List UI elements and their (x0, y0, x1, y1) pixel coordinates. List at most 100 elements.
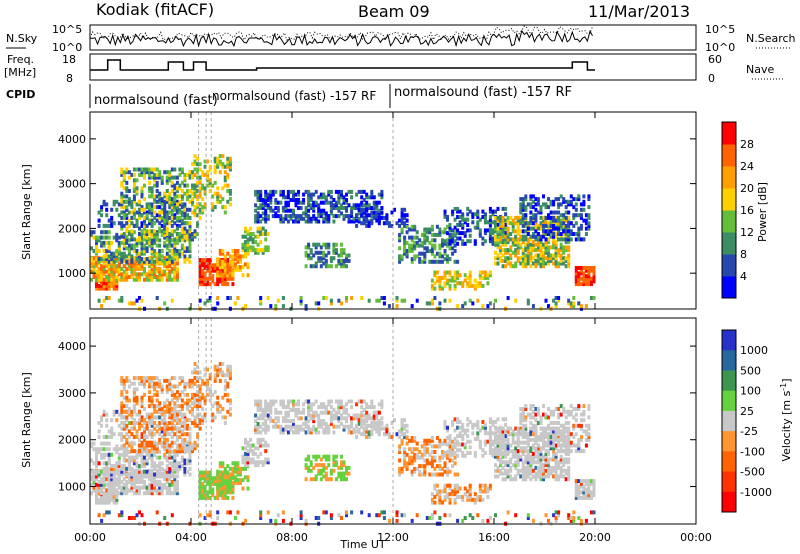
velocity-cell (312, 424, 316, 429)
power-cell (120, 240, 124, 245)
velocity-cell (385, 432, 389, 437)
velocity-cell (150, 395, 154, 400)
velocity-cell (168, 378, 172, 383)
velocity-cell (125, 485, 129, 490)
power-cell (269, 198, 273, 202)
power-cell (208, 276, 212, 281)
velocity-cell (213, 390, 217, 395)
power-cell (408, 227, 412, 232)
power-cell (100, 269, 104, 274)
velocity-cell (170, 435, 174, 439)
velocity-cell (332, 454, 336, 459)
power-cell (102, 283, 106, 288)
power-cell (165, 277, 169, 282)
velocity-cell (196, 415, 200, 420)
power-cell (239, 259, 242, 264)
power-cell (529, 205, 533, 210)
power-cell (158, 229, 162, 234)
velocity-cell (165, 491, 169, 496)
power-cell (178, 232, 182, 236)
power-cell (153, 197, 157, 202)
velocity-cell (145, 447, 149, 452)
power-cell (160, 223, 164, 228)
power-cell (418, 251, 422, 256)
power-cell (170, 238, 174, 243)
velocity-cell (239, 466, 242, 471)
velocity-cell (102, 441, 106, 446)
power-cell (314, 245, 318, 250)
power-cell (542, 215, 545, 220)
velocity-cell (269, 405, 273, 410)
power-cell (531, 242, 535, 247)
velocity-cell (324, 424, 328, 429)
power-cell (549, 256, 553, 261)
power-cell (468, 228, 472, 233)
velocity-cell (183, 446, 187, 451)
power-cell (524, 258, 528, 263)
velocity-cell (228, 367, 232, 372)
power-cell (473, 212, 477, 217)
power-cell (168, 172, 172, 177)
power-cell (579, 223, 583, 228)
power-cell (127, 254, 131, 259)
velocity-cell (186, 392, 189, 397)
velocity-cell (180, 407, 184, 411)
power-cell (148, 259, 152, 264)
velocity-cell (117, 491, 121, 496)
power-cell (463, 273, 467, 278)
power-cell (196, 213, 200, 218)
velocity-cell (173, 412, 177, 417)
power-cell (112, 266, 116, 271)
power-cell (95, 277, 98, 282)
power-cell (506, 261, 510, 266)
power-cell (198, 298, 202, 303)
velocity-cell (198, 481, 202, 486)
power-cell (544, 229, 548, 234)
power-cell (201, 279, 205, 284)
power-cell (547, 229, 550, 234)
velocity-cell (201, 481, 205, 486)
velocity-cell (266, 416, 270, 421)
power-cell (155, 266, 159, 271)
power-cell (473, 286, 477, 291)
power-cell (92, 264, 96, 269)
power-cell (572, 223, 576, 228)
velocity-cell (405, 436, 409, 440)
power-cell (435, 278, 439, 283)
power-cell (256, 248, 260, 253)
power-cell (542, 229, 545, 234)
power-cell (534, 218, 538, 223)
power-cell (521, 256, 525, 261)
power-cell (582, 218, 586, 223)
power-cell (203, 205, 207, 210)
power-cell (552, 245, 556, 250)
power-cell (125, 246, 129, 251)
velocity-cell (256, 399, 260, 404)
velocity-cell (304, 465, 308, 470)
power-cell (148, 272, 152, 277)
power-cell (531, 240, 535, 245)
velocity-cell (206, 495, 210, 500)
power-cell (148, 202, 152, 207)
velocity-cell (180, 378, 184, 383)
power-cell (501, 215, 505, 220)
velocity-cell (377, 410, 381, 415)
power-cell (577, 197, 581, 202)
velocity-cell (148, 378, 152, 383)
power-cell (170, 218, 174, 223)
velocity-cell (362, 426, 366, 431)
power-cell (259, 296, 263, 300)
power-cell (145, 275, 149, 279)
power-cell (130, 272, 134, 277)
velocity-cell (314, 399, 318, 404)
velocity-cell (201, 495, 205, 500)
velocity-cell (213, 378, 217, 383)
power-cell (367, 213, 371, 218)
power-cell (155, 194, 159, 199)
velocity-cell (360, 399, 364, 404)
power-cell (350, 219, 354, 224)
power-cell (370, 189, 374, 194)
velocity-cell (188, 437, 192, 442)
power-cell (360, 207, 364, 212)
